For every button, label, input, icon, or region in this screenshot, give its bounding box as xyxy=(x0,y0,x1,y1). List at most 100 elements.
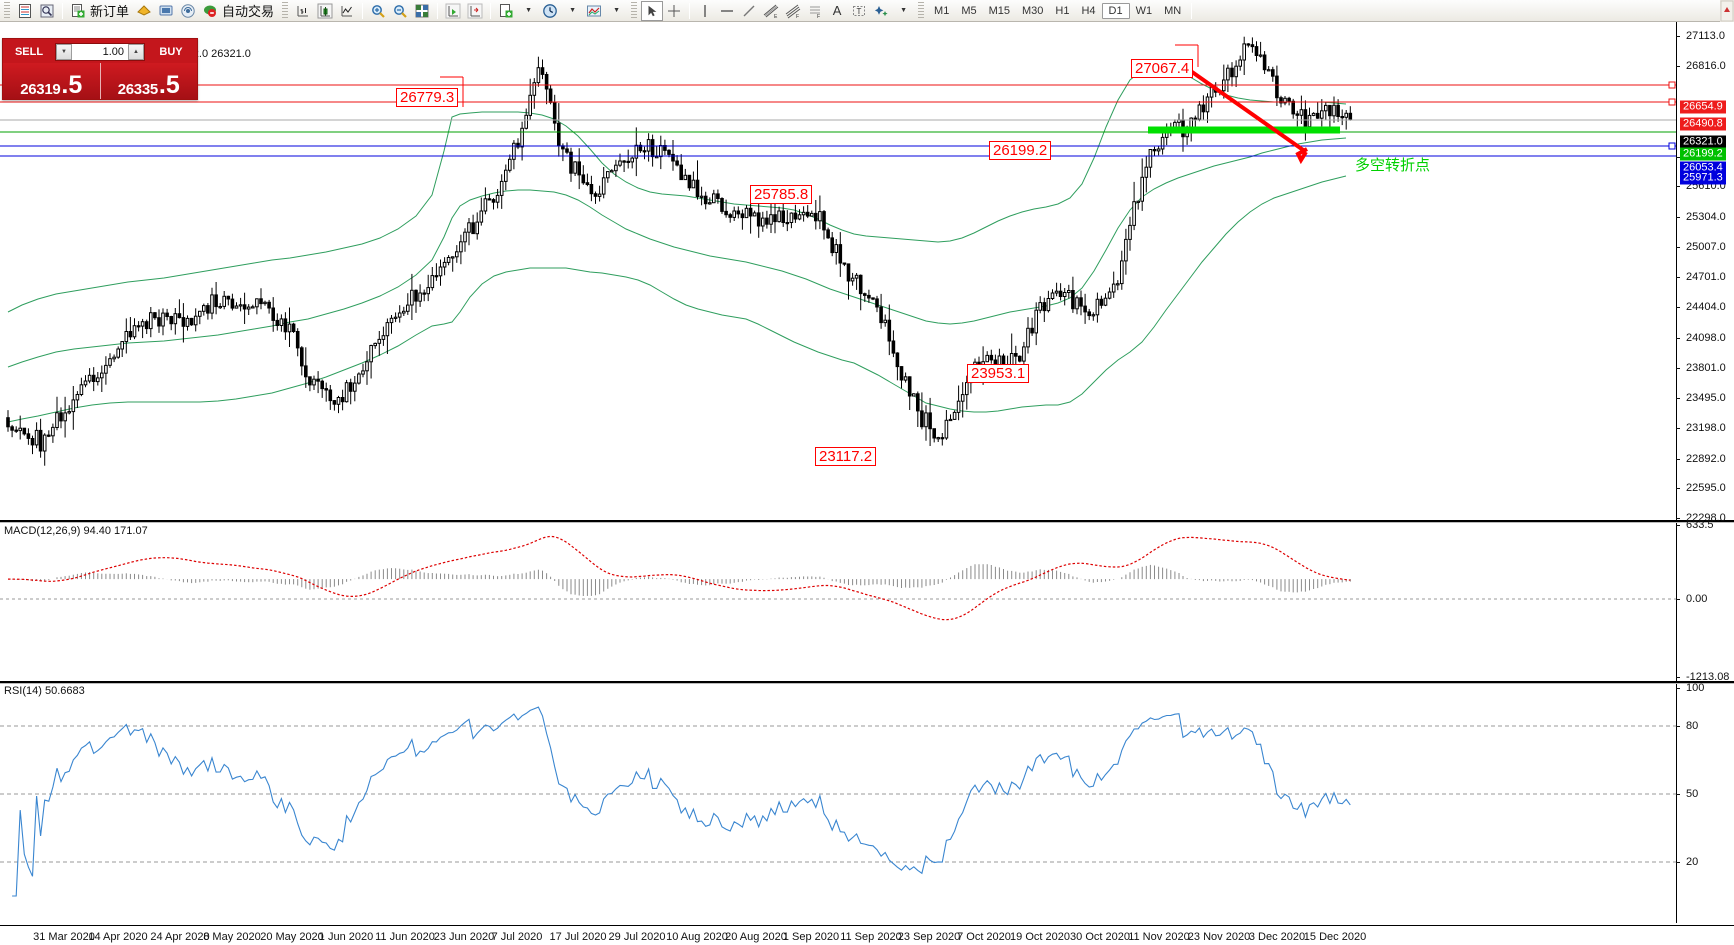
objects-list-icon[interactable] xyxy=(870,1,892,21)
horizontal-line-icon[interactable] xyxy=(716,1,738,21)
objects-dropdown-arrow[interactable]: ▼ xyxy=(900,7,907,14)
templates-icon[interactable] xyxy=(495,1,517,21)
time-axis-tick: 14 Apr 2020 xyxy=(88,931,148,943)
pane-separator-macd[interactable] xyxy=(0,520,1734,522)
volume-field[interactable]: ▼ 1.00 ▲ xyxy=(55,43,145,61)
timeframe-m15[interactable]: M15 xyxy=(988,4,1010,17)
toolbar-grip-2[interactable] xyxy=(282,1,289,20)
chart-grid-icon[interactable] xyxy=(411,1,433,21)
timeframe-h4[interactable]: H4 xyxy=(1081,4,1096,17)
autotrade-icon[interactable] xyxy=(199,1,221,21)
text-icon[interactable]: A xyxy=(832,3,842,18)
anno-23953[interactable]: 23953.1 xyxy=(967,364,1030,383)
autotrade-label[interactable]: 自动交易 xyxy=(222,4,275,19)
time-axis-tick: 24 Apr 2020 xyxy=(150,931,210,943)
new-order-label[interactable]: 新订单 xyxy=(90,4,130,19)
volume-decrease-button[interactable]: ▼ xyxy=(56,44,72,60)
bar-chart-icon[interactable] xyxy=(292,1,314,21)
sell-button[interactable]: 26319 .5 xyxy=(3,63,100,99)
equidistant-channel-icon[interactable]: E xyxy=(760,1,782,21)
toolbar-grip-4[interactable] xyxy=(918,1,925,20)
price-axis-tick: 23198.0 xyxy=(1676,422,1726,434)
time-axis-tick: 23 Sep 2020 xyxy=(897,931,961,943)
timeframe-d1[interactable]: D1 xyxy=(1101,2,1130,19)
auto-scroll-icon[interactable] xyxy=(442,1,464,21)
anno-26779[interactable]: 26779.3 xyxy=(396,88,459,107)
signals-icon[interactable] xyxy=(177,1,199,21)
price-tag-26053: 26053.4 xyxy=(1680,161,1726,175)
timeframe-h1[interactable]: H1 xyxy=(1055,4,1070,17)
time-axis-tick: 11 Sep 2020 xyxy=(840,931,902,943)
indicators-icon[interactable] xyxy=(583,1,605,21)
time-axis-tick: 10 Aug 2020 xyxy=(666,931,728,943)
pane-separator-macd-inner xyxy=(0,522,1734,523)
toolbar-grip-3[interactable] xyxy=(631,1,638,20)
toolbar-divider xyxy=(62,2,63,19)
period-dropdown-arrow[interactable]: ▼ xyxy=(569,7,576,14)
rsi-pane-plot xyxy=(0,706,1676,897)
time-axis-tick: 23 Nov 2020 xyxy=(1187,931,1251,943)
text-label-icon[interactable]: T xyxy=(848,1,870,21)
templates-dropdown-arrow[interactable]: ▼ xyxy=(525,7,532,14)
price-axis-tick: 22892.0 xyxy=(1676,453,1726,465)
price-tag-25971: 25971.3 xyxy=(1680,171,1726,185)
timeframe-m30[interactable]: M30 xyxy=(1022,4,1044,17)
time-axis: 31 Mar 2020 14 Apr 2020 24 Apr 2020 8 May 2… xyxy=(0,925,1734,945)
time-axis-tick: 20 Aug 2020 xyxy=(725,931,787,943)
sell-label[interactable]: SELL xyxy=(14,46,44,58)
new-order-icon[interactable] xyxy=(67,1,89,21)
metaeditor-icon[interactable] xyxy=(155,1,177,21)
volume-increase-button[interactable]: ▲ xyxy=(128,44,144,60)
anno-26199[interactable]: 26199.2 xyxy=(989,141,1052,160)
time-axis-tick: 23 Jun 2020 xyxy=(433,931,495,943)
chart-shift-icon[interactable] xyxy=(464,1,486,21)
svg-text:E: E xyxy=(774,14,778,19)
buy-price-decimal: .5 xyxy=(158,71,180,100)
time-axis-tick: 1 Sep 2020 xyxy=(782,931,840,943)
period-icon[interactable] xyxy=(539,1,561,21)
time-axis-tick: 31 Mar 2020 xyxy=(33,931,95,943)
toolbar-grip[interactable] xyxy=(4,1,10,20)
candlestick-chart-icon[interactable] xyxy=(314,1,336,21)
macd-axis-tick: 633.5 xyxy=(1676,519,1714,531)
vertical-line-icon[interactable] xyxy=(694,1,716,21)
data-window-icon[interactable] xyxy=(36,1,58,21)
price-axis-tick: 27113.0 xyxy=(1676,30,1725,42)
price-axis-tick: 25304.0 xyxy=(1676,211,1726,223)
crosshair-icon[interactable] xyxy=(663,1,685,21)
volume-value[interactable]: 1.00 xyxy=(102,46,124,58)
macd-indicator-label: MACD(12,26,9) 94.40 171.07 xyxy=(4,525,148,537)
price-axis-tick: 23495.0 xyxy=(1676,392,1726,404)
chart-window[interactable]: HK50-,Daily 26002.0 26351.5 26002.0 2632… xyxy=(0,22,1734,945)
zoom-out-icon[interactable] xyxy=(389,1,411,21)
toolbar-divider-5 xyxy=(689,2,691,19)
timeframe-m1[interactable]: M1 xyxy=(934,4,950,17)
expert-advisors-icon[interactable] xyxy=(133,1,155,21)
rsi-axis-tick: 100 xyxy=(1676,682,1704,694)
time-axis-tick: 7 Oct 2020 xyxy=(957,931,1011,943)
time-axis-tick: 3 Dec 2020 xyxy=(1248,931,1306,943)
buy-button[interactable]: 26335 .5 xyxy=(99,63,197,100)
rsi-axis-tick: 50 xyxy=(1676,788,1698,800)
trade-panel-prices: 26319 .5 26335 .5 xyxy=(3,63,197,99)
timeframe-mn[interactable]: MN xyxy=(1164,4,1182,17)
timeframe-w1[interactable]: W1 xyxy=(1135,4,1153,17)
zoom-in-icon[interactable] xyxy=(367,1,389,21)
window-scroll-corner xyxy=(1720,0,1734,22)
anno-25785[interactable]: 25785.8 xyxy=(750,185,813,204)
fibonacci-icon[interactable]: F xyxy=(782,1,804,21)
note-turning-point[interactable]: 多空转折点 xyxy=(1355,156,1431,174)
indicators-dropdown-arrow[interactable]: ▼ xyxy=(613,7,620,14)
anno-23117[interactable]: 23117.2 xyxy=(815,447,877,466)
timeframe-m5[interactable]: M5 xyxy=(961,4,977,17)
market-watch-icon[interactable] xyxy=(14,1,36,21)
pane-separator-rsi[interactable] xyxy=(0,681,1734,683)
anno-27067[interactable]: 27067.4 xyxy=(1131,59,1194,78)
trendline-icon[interactable] xyxy=(738,1,760,21)
toolbar-divider-3 xyxy=(437,2,439,19)
fib-grid-icon[interactable]: F xyxy=(804,1,826,21)
line-chart-icon[interactable] xyxy=(336,1,358,21)
buy-label[interactable]: BUY xyxy=(159,46,183,58)
cursor-icon[interactable] xyxy=(641,0,664,21)
svg-text:T: T xyxy=(857,7,862,16)
